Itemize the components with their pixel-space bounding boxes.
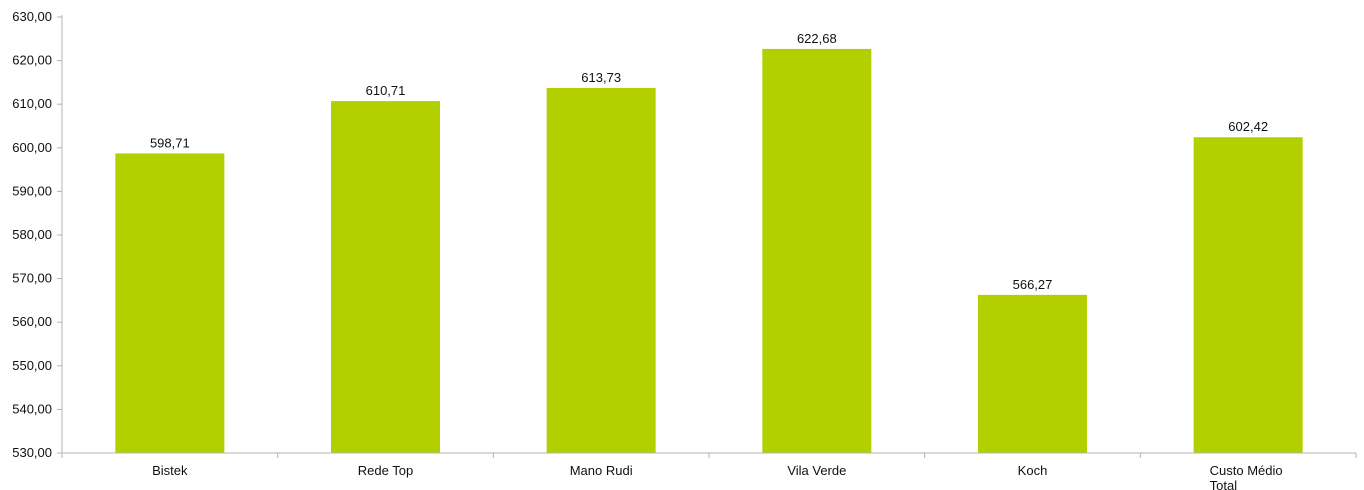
y-tick-label: 530,00 — [12, 445, 52, 460]
x-tick-label: Rede Top — [358, 463, 413, 478]
bars-group — [115, 48, 1303, 454]
bar — [1193, 137, 1303, 454]
y-axis: 530,00 540,00 550,00 560,00 570,00 580,00 590,… — [12, 9, 63, 460]
x-axis: Bistek Rede Top Mano Rudi Vila Verde Koch Cus… — [61, 452, 1357, 490]
value-labels-group: 598,71 610,71 613,73 622,68 566,27 602,42 — [150, 31, 1268, 292]
y-tick-label: 540,00 — [12, 401, 52, 416]
bar-value-label: 598,71 — [150, 135, 190, 150]
bar — [331, 101, 440, 453]
y-tick-label: 580,00 — [12, 227, 52, 242]
bar-value-label: 610,71 — [366, 83, 406, 98]
x-tick-label: Mano Rudi — [570, 463, 633, 478]
bar-value-label: 566,27 — [1013, 277, 1053, 292]
x-tick-label: Custo Médio Total — [1210, 463, 1283, 490]
bar — [546, 87, 656, 454]
y-tick-label: 610,00 — [12, 96, 52, 111]
y-tick-label: 550,00 — [12, 358, 52, 373]
bar — [978, 294, 1087, 453]
x-tick-label-line: Total — [1210, 478, 1238, 490]
x-tick-label: Vila Verde — [787, 463, 846, 478]
bar — [115, 153, 225, 454]
bar-value-label: 622,68 — [797, 31, 837, 46]
y-tick-label: 590,00 — [12, 183, 52, 198]
y-tick-label: 570,00 — [12, 271, 52, 286]
y-tick-label: 620,00 — [12, 53, 52, 68]
y-tick-label: 560,00 — [12, 314, 52, 329]
x-tick-label: Koch — [1018, 463, 1048, 478]
y-tick-label: 600,00 — [12, 140, 52, 155]
bar-value-label: 613,73 — [581, 70, 621, 85]
y-tick-label: 630,00 — [12, 9, 52, 24]
x-tick-label-line: Custo Médio — [1210, 463, 1283, 478]
x-tick-label: Bistek — [152, 463, 188, 478]
bar-value-label: 602,42 — [1228, 119, 1268, 134]
bar — [762, 48, 872, 454]
